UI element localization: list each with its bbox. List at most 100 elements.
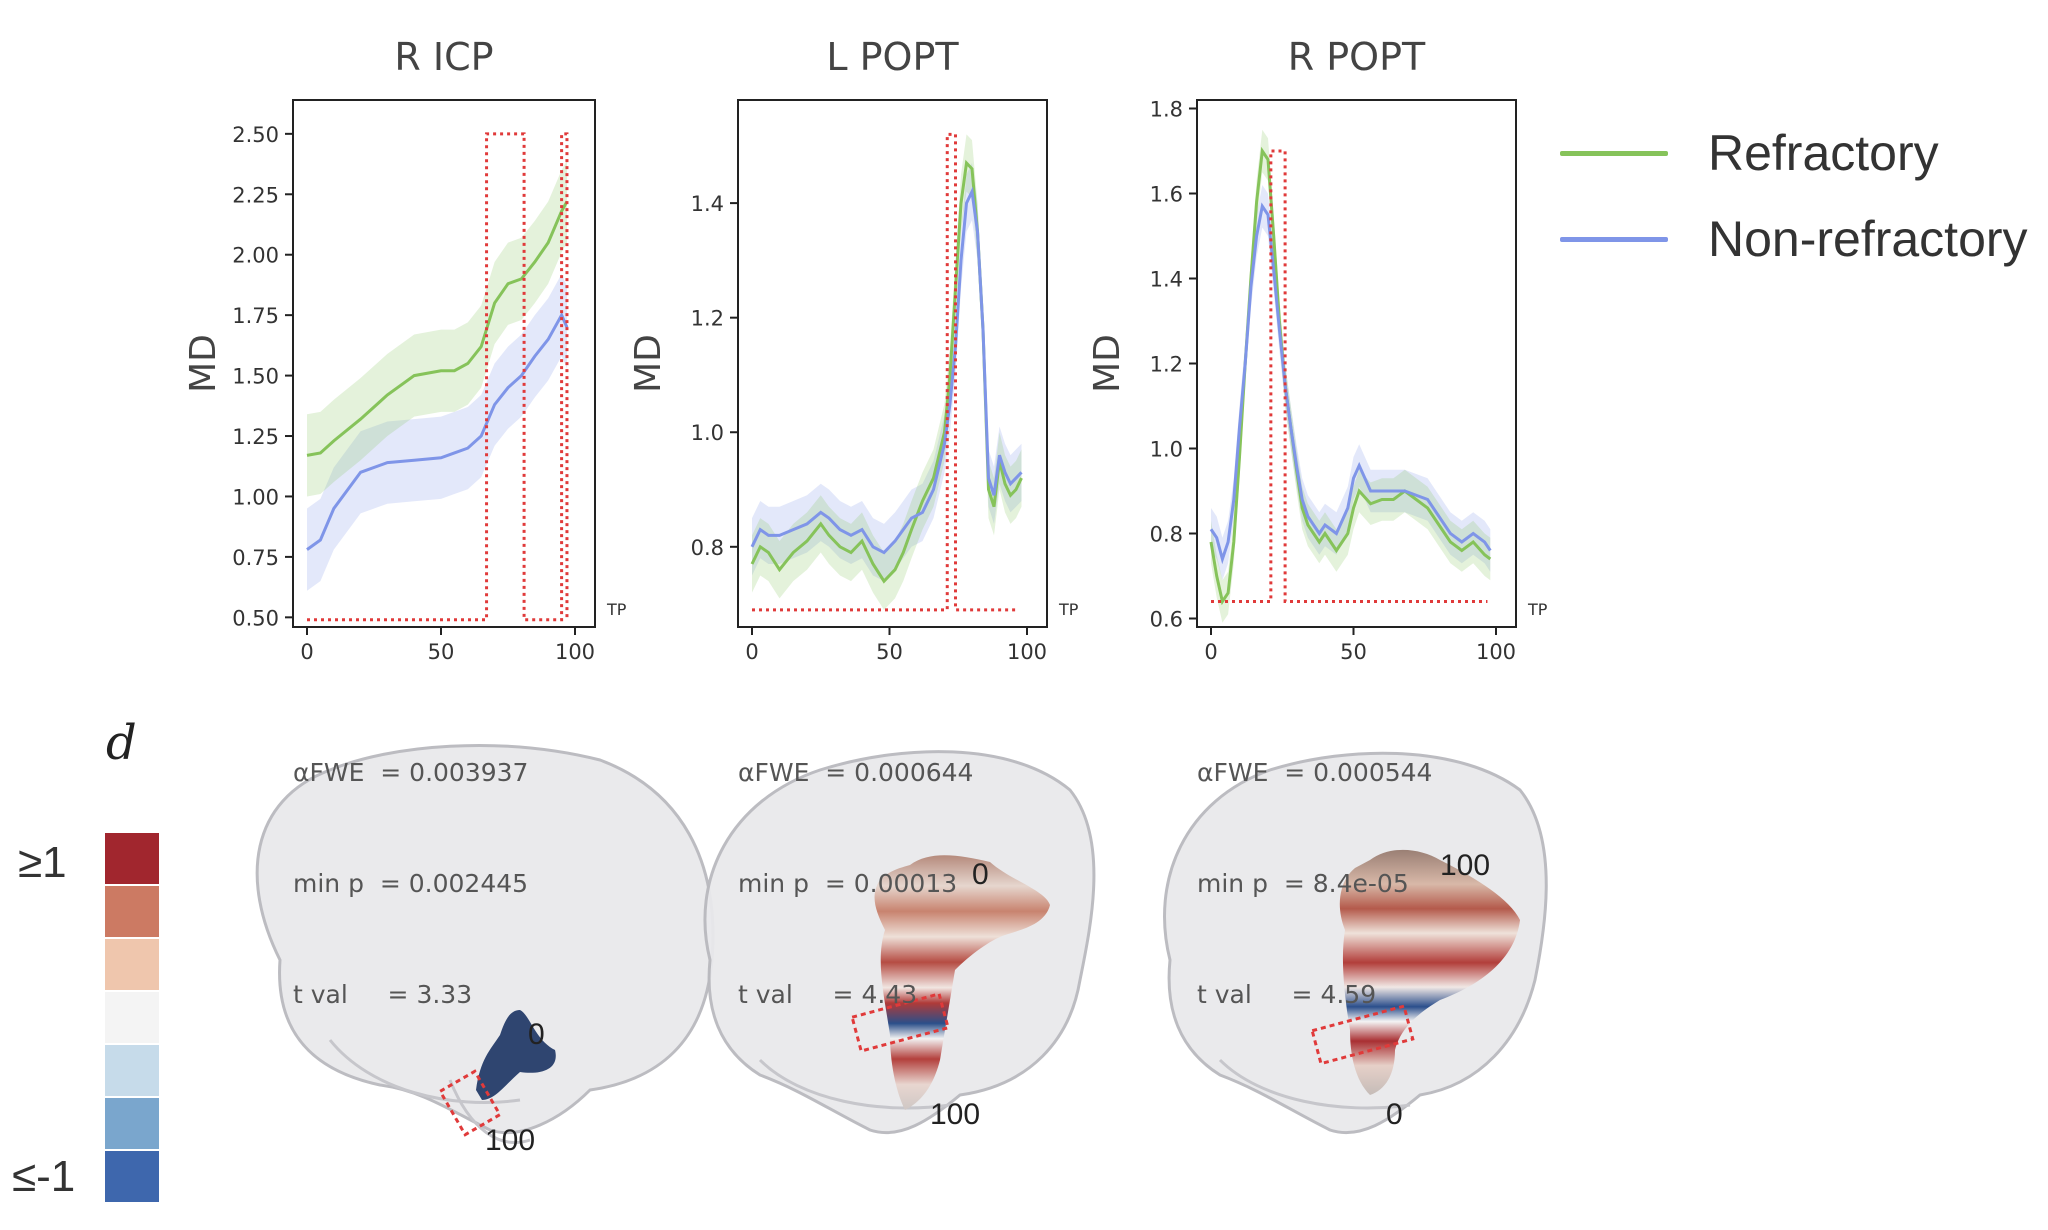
x-tick-label: 100 bbox=[1476, 640, 1516, 664]
scale-swatch-3 bbox=[105, 939, 159, 990]
series-line-non-refractory bbox=[306, 311, 569, 551]
brain-left-view-2 bbox=[703, 750, 1096, 1135]
scale-bottom-label: ≤-1 bbox=[12, 1152, 76, 1201]
y-tick-label: 1.00 bbox=[232, 485, 279, 509]
y-tick-label: 2.50 bbox=[232, 123, 279, 147]
y-tick-label: 1.50 bbox=[232, 365, 279, 389]
y-tick-label: 1.25 bbox=[232, 425, 279, 449]
scale-swatch-7 bbox=[105, 1151, 159, 1202]
icp-tract-shape bbox=[476, 1010, 556, 1100]
ci-band-refractory bbox=[752, 134, 1022, 610]
legend: Refractory Non-refractory bbox=[1560, 110, 2028, 282]
y-tick-label: 1.0 bbox=[1150, 438, 1183, 462]
series-line-non-refractory bbox=[750, 186, 1023, 555]
ci-band-refractory bbox=[1211, 129, 1491, 623]
chart-title: R POPT bbox=[1288, 35, 1426, 79]
t-val: t val = 4.59 bbox=[1197, 980, 1377, 1009]
scale-swatch-5 bbox=[105, 1045, 159, 1096]
brain-left-view-3 bbox=[1163, 751, 1548, 1135]
y-tick-label: 2.00 bbox=[232, 244, 279, 268]
legend-label-refractory: Refractory bbox=[1708, 125, 1939, 181]
x-tick-label: 50 bbox=[428, 640, 455, 664]
t-val: t val = 4.43 bbox=[738, 980, 918, 1009]
x-tick-label: 50 bbox=[876, 640, 903, 664]
popt-tract-right bbox=[1339, 849, 1520, 1095]
ci-band-non-refractory bbox=[752, 163, 1022, 582]
y-tick-label: 1.4 bbox=[691, 192, 724, 216]
y-tick-label: 1.2 bbox=[1150, 353, 1183, 377]
y-tick-label: 0.8 bbox=[691, 536, 724, 560]
legend-item-non-refractory: Non-refractory bbox=[1560, 196, 2028, 282]
stats-panel-2: αFWE = 0.000644 min p = 0.00013 t val = … bbox=[738, 680, 973, 1050]
legend-item-refractory: Refractory bbox=[1560, 110, 2028, 196]
y-tick-label: 0.6 bbox=[1150, 608, 1183, 632]
chart-title: L POPT bbox=[826, 35, 959, 79]
y-tick-label: 0.50 bbox=[232, 606, 279, 630]
x-axis-label: TP bbox=[1058, 600, 1079, 619]
y-axis-label: MD bbox=[1087, 334, 1128, 393]
stats-panel-3: αFWE = 0.000544 min p = 8.4e-05 t val = … bbox=[1197, 680, 1432, 1050]
y-tick-label: 0.75 bbox=[232, 546, 279, 570]
y-tick-label: 1.6 bbox=[1150, 183, 1183, 207]
brain-3-start-label: 100 bbox=[1440, 849, 1490, 882]
y-tick-label: 1.8 bbox=[1150, 98, 1183, 122]
chart-panel-1: R ICP MD TP 0.50 0.75 1.00 1.25 1.50 1.75 2.00 2.2… bbox=[183, 35, 627, 664]
y-tick-label: 0.8 bbox=[1150, 523, 1183, 547]
x-tick-label: 100 bbox=[555, 640, 595, 664]
x-tick-label: 0 bbox=[1204, 640, 1217, 664]
scale-swatch-2 bbox=[105, 886, 159, 937]
significance-outline bbox=[752, 132, 1019, 612]
significance-outline bbox=[1211, 149, 1488, 603]
x-tick-label: 100 bbox=[1007, 640, 1047, 664]
x-axis-label: TP bbox=[606, 600, 627, 619]
scale-swatch-6 bbox=[105, 1098, 159, 1149]
brain-2-start-label: 0 bbox=[972, 858, 989, 891]
x-tick-label: 0 bbox=[745, 640, 758, 664]
brain-2-end-label: 100 bbox=[930, 1098, 980, 1131]
min-p: min p = 0.00013 bbox=[738, 869, 958, 898]
y-tick-label: 1.75 bbox=[232, 304, 279, 328]
chart-panel-2: L POPT MD TP 0.8 1.0 1.2 1.4 0 50 100 bbox=[628, 35, 1079, 664]
ci-band-non-refractory bbox=[1211, 185, 1491, 581]
brain-3-end-label: 0 bbox=[1386, 1098, 1403, 1131]
scale-top-label: ≥1 bbox=[18, 838, 67, 887]
alpha-fwe: αFWE = 0.003937 bbox=[293, 758, 529, 787]
sig-box-brain-2 bbox=[850, 992, 950, 1053]
t-val: t val = 3.33 bbox=[293, 980, 473, 1009]
stats-panel-1: αFWE = 0.003937 min p = 0.002445 t val =… bbox=[293, 680, 528, 1050]
popt-tract-left bbox=[874, 855, 1050, 1110]
x-tick-label: 50 bbox=[1340, 640, 1367, 664]
x-tick-label: 0 bbox=[300, 640, 313, 664]
sig-box-brain-1 bbox=[438, 1069, 502, 1137]
alpha-fwe: αFWE = 0.000644 bbox=[738, 758, 974, 787]
brain-1-start-label: 0 bbox=[528, 1018, 545, 1051]
legend-label-non-refractory: Non-refractory bbox=[1708, 211, 2028, 267]
color-scale bbox=[105, 833, 159, 1202]
ci-band-refractory bbox=[307, 160, 567, 497]
chart-panel-3: R POPT MD TP 0.6 0.8 1.0 1.2 1.4 1.6 1.8 0 50 100 bbox=[1087, 35, 1548, 664]
sig-box-brain-3 bbox=[1310, 1004, 1415, 1066]
significance-outline bbox=[307, 132, 569, 622]
scale-title: d bbox=[106, 715, 137, 771]
min-p: min p = 0.002445 bbox=[293, 869, 529, 898]
chart-title: R ICP bbox=[394, 35, 493, 79]
x-axis-label: TP bbox=[1527, 600, 1548, 619]
y-tick-label: 2.25 bbox=[232, 183, 279, 207]
brain-renderings: 0 100 0 100 100 0 bbox=[255, 744, 1548, 1157]
legend-swatch-refractory bbox=[1560, 150, 1668, 156]
ci-band-non-refractory bbox=[307, 274, 567, 591]
y-tick-label: 1.4 bbox=[1150, 268, 1183, 292]
series-line-refractory bbox=[750, 159, 1023, 584]
alpha-fwe: αFWE = 0.000544 bbox=[1197, 758, 1433, 787]
series-line-non-refractory bbox=[1209, 202, 1492, 565]
y-tick-label: 1.0 bbox=[691, 421, 724, 445]
scale-swatch-1 bbox=[105, 833, 159, 884]
legend-swatch-non-refractory bbox=[1560, 236, 1668, 242]
plot-frame bbox=[292, 99, 596, 628]
brain-1-end-label: 100 bbox=[485, 1124, 535, 1157]
scale-swatch-4 bbox=[105, 992, 159, 1043]
y-axis-label: MD bbox=[628, 334, 669, 393]
plot-frame bbox=[737, 99, 1048, 628]
min-p: min p = 8.4e-05 bbox=[1197, 869, 1409, 898]
